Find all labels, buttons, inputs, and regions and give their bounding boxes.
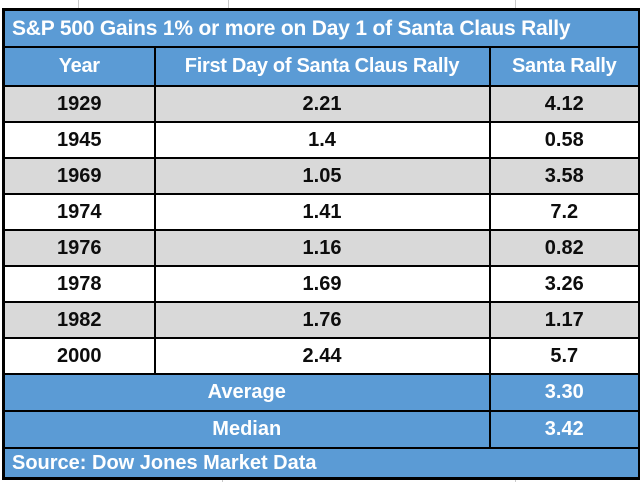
year-cell: 1929 — [2, 85, 156, 123]
year-cell: 1982 — [2, 301, 156, 339]
table-row: 1976 1.16 0.82 — [2, 229, 640, 267]
table-row: 1974 1.41 7.2 — [2, 193, 640, 231]
first-day-cell: 2.21 — [153, 85, 491, 123]
santa-rally-cell: 0.58 — [488, 121, 640, 159]
header-row: Year First Day of Santa Claus Rally Sant… — [2, 46, 640, 87]
table-row: 1945 1.4 0.58 — [2, 121, 640, 159]
spreadsheet-gridline — [515, 0, 516, 9]
first-day-cell: 1.76 — [153, 301, 491, 339]
year-cell: 2000 — [2, 337, 156, 375]
year-cell: 1945 — [2, 121, 156, 159]
year-cell: 1976 — [2, 229, 156, 267]
santa-rally-table: S&P 500 Gains 1% or more on Day 1 of San… — [2, 8, 640, 480]
santa-rally-cell: 0.82 — [488, 229, 640, 267]
spreadsheet-gridline — [78, 0, 79, 9]
first-day-cell: 1.69 — [153, 265, 491, 303]
first-day-cell: 1.16 — [153, 229, 491, 267]
year-cell: 1969 — [2, 157, 156, 195]
table-title: S&P 500 Gains 1% or more on Day 1 of San… — [2, 8, 640, 48]
first-day-cell: 2.44 — [153, 337, 491, 375]
table-row: 1929 2.21 4.12 — [2, 85, 640, 123]
average-label: Average — [2, 373, 491, 412]
source-text: Source: Dow Jones Market Data — [2, 447, 640, 480]
santa-rally-cell: 3.58 — [488, 157, 640, 195]
first-day-cell: 1.05 — [153, 157, 491, 195]
table-row: 1978 1.69 3.26 — [2, 265, 640, 303]
average-value: 3.30 — [488, 373, 640, 412]
table-row: 1982 1.76 1.17 — [2, 301, 640, 339]
median-row: Median 3.42 — [2, 410, 640, 449]
header-cell-year: Year — [2, 46, 156, 87]
first-day-cell: 1.41 — [153, 193, 491, 231]
header-cell-santa-rally: Santa Rally — [488, 46, 640, 87]
santa-rally-cell: 5.7 — [488, 337, 640, 375]
santa-rally-cell: 3.26 — [488, 265, 640, 303]
median-value: 3.42 — [488, 410, 640, 449]
year-cell: 1974 — [2, 193, 156, 231]
median-label: Median — [2, 410, 491, 449]
table-row: 2000 2.44 5.7 — [2, 337, 640, 375]
santa-rally-cell: 4.12 — [488, 85, 640, 123]
source-row: Source: Dow Jones Market Data — [2, 447, 640, 480]
year-cell: 1978 — [2, 265, 156, 303]
header-cell-first-day: First Day of Santa Claus Rally — [153, 46, 491, 87]
title-row: S&P 500 Gains 1% or more on Day 1 of San… — [2, 8, 640, 48]
table-row: 1969 1.05 3.58 — [2, 157, 640, 195]
santa-rally-cell: 7.2 — [488, 193, 640, 231]
average-row: Average 3.30 — [2, 373, 640, 412]
first-day-cell: 1.4 — [153, 121, 491, 159]
spreadsheet-gridline — [228, 0, 229, 9]
santa-rally-cell: 1.17 — [488, 301, 640, 339]
